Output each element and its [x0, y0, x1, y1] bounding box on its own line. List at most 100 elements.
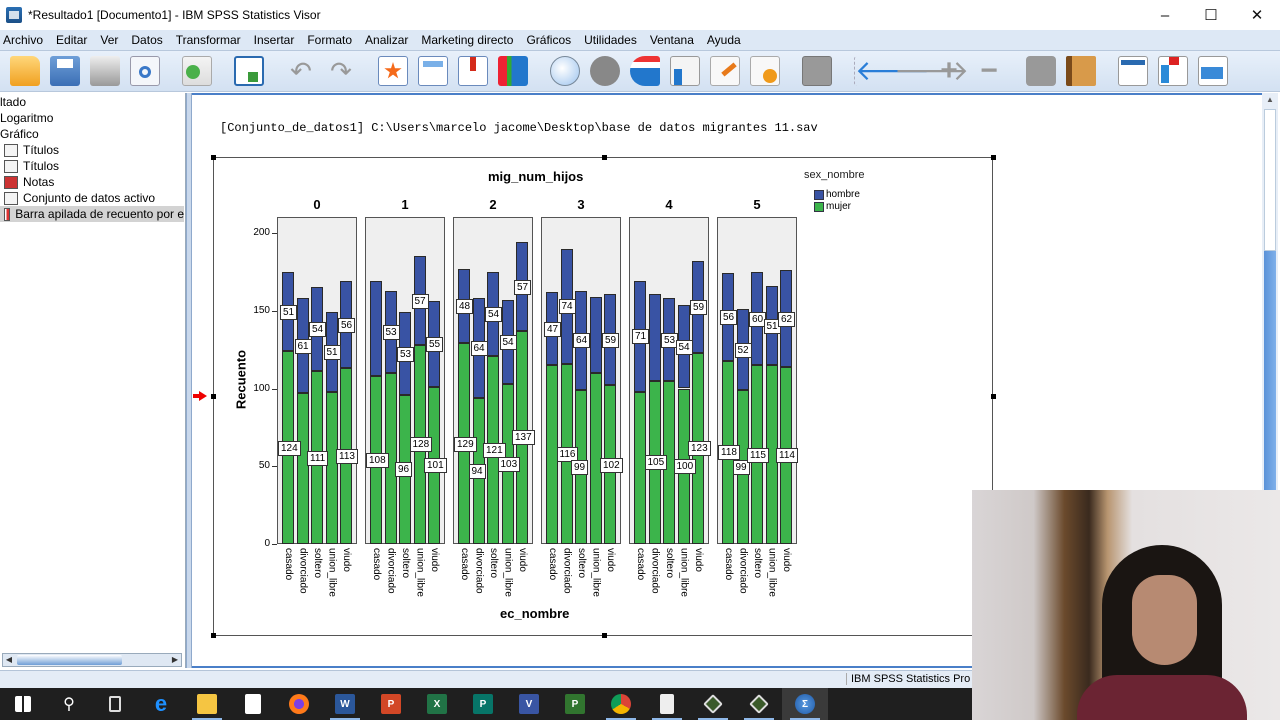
y-tick-mark — [272, 388, 277, 390]
store-icon — [245, 694, 261, 714]
taskbar-app-green[interactable] — [690, 688, 736, 720]
taskbar-firefox[interactable] — [276, 688, 322, 720]
taskbar-edge[interactable]: e — [138, 688, 184, 720]
menu-ver[interactable]: Ver — [100, 33, 119, 47]
menu-utilidades[interactable]: Utilidades — [584, 33, 637, 47]
taskbar-calculator[interactable] — [644, 688, 690, 720]
redo-icon[interactable]: ↷ — [330, 56, 352, 86]
print-icon[interactable] — [90, 56, 120, 86]
demote-icon[interactable]: 🡒 — [894, 55, 970, 86]
bar-segment-mujer[interactable] — [325, 391, 338, 544]
taskbar-spss[interactable]: Σ — [782, 688, 828, 720]
folder-icon — [197, 694, 217, 714]
x-category-label: casado — [283, 548, 294, 581]
show-icon[interactable] — [1026, 56, 1056, 86]
data-label-hombre: 53 — [397, 346, 415, 362]
y-tick-label: 100 — [253, 382, 270, 394]
bar-segment-hombre[interactable] — [370, 281, 382, 377]
search-button[interactable]: ⚲ — [46, 688, 92, 720]
menu-editar[interactable]: Editar — [56, 33, 88, 47]
goto-case-icon[interactable] — [418, 56, 448, 86]
open-folder-icon[interactable] — [10, 56, 40, 86]
goto-variable-icon[interactable] — [458, 56, 488, 86]
outline-item-titulos-2[interactable]: Títulos — [0, 158, 59, 174]
data-label-mujer: 137 — [512, 430, 535, 446]
outline-item-resultado[interactable]: ltado — [0, 95, 27, 109]
taskbar-store[interactable] — [230, 688, 276, 720]
task-view-button[interactable] — [92, 688, 138, 720]
recall-dialog-icon[interactable] — [234, 56, 264, 86]
designate-window-icon[interactable] — [802, 56, 832, 86]
outline-item-barra-apilada[interactable]: Barra apilada de recuento por e — [0, 206, 184, 222]
menu-archivo[interactable]: Archivo — [3, 33, 44, 47]
taskbar-visio[interactable]: V — [506, 688, 552, 720]
edit-icon[interactable] — [710, 56, 740, 86]
resize-handle[interactable] — [211, 155, 216, 160]
taskbar-app-green-red[interactable] — [736, 688, 782, 720]
taskbar-project[interactable]: P — [552, 688, 598, 720]
undo-icon[interactable]: ↶ — [290, 56, 312, 86]
scroll-left-arrow-icon[interactable]: ◀ — [5, 655, 13, 664]
maximize-button[interactable]: ☐ — [1204, 7, 1218, 24]
outline-item-conjunto-datos[interactable]: Conjunto de datos activo — [0, 190, 155, 206]
resize-handle[interactable] — [602, 155, 607, 160]
menu-insertar[interactable]: Insertar — [253, 33, 295, 47]
create-edit-autoscript-icon[interactable] — [670, 56, 700, 86]
resize-handle[interactable] — [991, 394, 996, 399]
panel-label: 4 — [665, 197, 673, 212]
bar-segment-mujer[interactable] — [296, 393, 309, 544]
bar-segment-hombre[interactable] — [589, 296, 602, 373]
outline-item-titulos-1[interactable]: Títulos — [0, 142, 59, 158]
menu-formato[interactable]: Formato — [307, 33, 353, 47]
goto-data-icon[interactable] — [378, 56, 408, 86]
insert-heading-icon[interactable] — [1118, 56, 1148, 86]
x-category-label: union_libre — [590, 548, 602, 597]
menu-ayuda[interactable]: Ayuda — [706, 33, 741, 47]
resize-handle[interactable] — [211, 633, 216, 638]
menu-datos[interactable]: Datos — [131, 33, 163, 47]
export-icon[interactable] — [182, 56, 212, 86]
resize-handle[interactable] — [991, 155, 996, 160]
hide-icon[interactable] — [1066, 56, 1096, 86]
taskbar-chrome[interactable] — [598, 688, 644, 720]
minimize-button[interactable]: – — [1160, 6, 1170, 24]
taskbar-word[interactable]: W — [322, 688, 368, 720]
outline-horizontal-scrollbar[interactable]: ◀ ▶ — [2, 653, 182, 667]
expand-icon[interactable]: + — [940, 54, 958, 87]
menu-ventana[interactable]: Ventana — [649, 33, 694, 47]
scroll-up-arrow-icon[interactable]: ▲ — [1266, 95, 1274, 104]
menu-marketing-directo[interactable]: Marketing directo — [421, 33, 514, 47]
show-all-variables-icon[interactable] — [590, 56, 620, 86]
menu-graficos[interactable]: Gráficos — [526, 33, 572, 47]
use-sets-icon[interactable] — [550, 56, 580, 86]
outline-item-notas[interactable]: Notas — [0, 174, 54, 190]
spell-check-icon[interactable] — [630, 56, 660, 86]
taskbar-excel[interactable]: X — [414, 688, 460, 720]
resize-handle[interactable] — [211, 394, 216, 399]
start-button[interactable] — [0, 688, 46, 720]
taskbar-file-explorer[interactable] — [184, 688, 230, 720]
save-icon[interactable] — [50, 56, 80, 86]
pane-splitter[interactable] — [186, 93, 192, 668]
data-label-mujer: 99 — [732, 460, 750, 476]
collapse-icon[interactable]: − — [980, 54, 998, 87]
x-category-label: viudo — [429, 548, 440, 572]
print-preview-icon[interactable] — [130, 56, 160, 86]
variables-icon[interactable] — [498, 56, 528, 86]
bar-segment-hombre[interactable] — [648, 293, 661, 381]
promote-icon[interactable]: 🡐 — [854, 55, 931, 86]
data-label-mujer: 101 — [424, 458, 447, 474]
insert-title-icon[interactable] — [1158, 56, 1188, 86]
run-script-icon[interactable] — [750, 56, 780, 86]
menu-analizar[interactable]: Analizar — [365, 33, 409, 47]
outline-item-logaritmo[interactable]: Logaritmo — [0, 111, 54, 125]
close-button[interactable]: ✕ — [1250, 7, 1264, 24]
taskbar-publisher[interactable]: P — [460, 688, 506, 720]
taskbar-powerpoint[interactable]: P — [368, 688, 414, 720]
scrollbar-thumb[interactable] — [17, 655, 122, 665]
menu-transformar[interactable]: Transformar — [175, 33, 241, 47]
scroll-right-arrow-icon[interactable]: ▶ — [171, 655, 179, 664]
outline-item-grafico[interactable]: Gráfico — [0, 127, 39, 141]
resize-handle[interactable] — [602, 633, 607, 638]
insert-text-icon[interactable] — [1198, 56, 1228, 86]
